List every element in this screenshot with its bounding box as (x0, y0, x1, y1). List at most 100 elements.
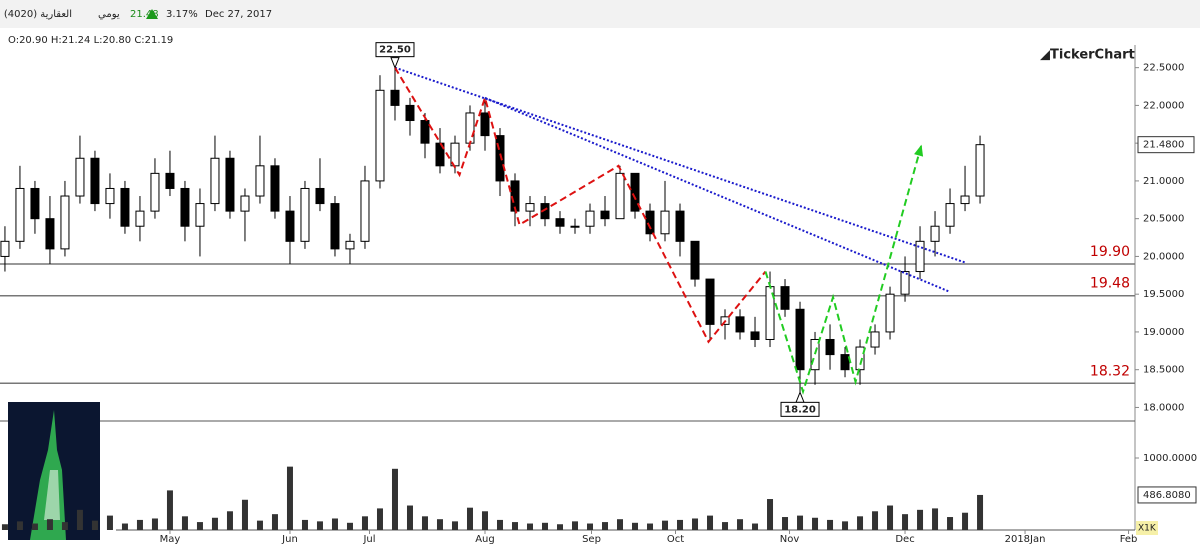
candle-body (165, 172, 175, 189)
volume-bar (241, 499, 248, 530)
candle (780, 279, 790, 317)
volume-bar (301, 519, 308, 530)
candle (405, 97, 415, 136)
volume-bar (812, 517, 819, 530)
candle-body (900, 271, 910, 295)
candle-body (915, 240, 925, 273)
volume-bar (707, 515, 714, 530)
candle (255, 135, 265, 204)
candle-body (135, 210, 145, 227)
unit-label: X1K (1138, 524, 1157, 534)
y-tick-label: 21.0000 (1143, 176, 1184, 187)
candle (75, 135, 85, 204)
volume-bar (181, 516, 188, 530)
candle-body (0, 240, 10, 257)
y-tick-label: 18.5000 (1143, 365, 1184, 376)
volume-bar (61, 522, 68, 530)
candle (570, 218, 580, 234)
x-tick-label: Sep (582, 534, 601, 545)
volume-bar (647, 523, 654, 530)
volume-bar (737, 519, 744, 530)
candle-body (150, 172, 160, 212)
volume-bar (256, 520, 263, 530)
candle-body (315, 187, 325, 205)
candle (60, 180, 70, 257)
candle (870, 324, 880, 355)
candle-body (825, 338, 835, 356)
trend-drawing (394, 67, 767, 344)
candle (90, 150, 100, 212)
volume-bar (136, 519, 143, 530)
candle (555, 211, 565, 234)
change: 3.17% (166, 9, 198, 20)
volume-bar (316, 521, 323, 530)
y-tick-label: 19.0000 (1143, 327, 1184, 338)
volume-bar (902, 514, 909, 530)
candle-body (255, 165, 265, 197)
y-tick-label: 20.5000 (1143, 214, 1184, 225)
volume-bar (166, 490, 173, 530)
y-tick-label: 22.5000 (1143, 63, 1184, 74)
unit-box (1136, 521, 1158, 535)
symbol-name: العقارية (4020) (4, 9, 72, 20)
x-tick-label: May (160, 534, 181, 545)
volume-bar (962, 512, 969, 530)
candle (675, 203, 685, 257)
ohlc-summary: O:20.90 H:21.24 L:20.80 C:21.19 (8, 35, 173, 46)
volume-bar (692, 518, 699, 530)
volume-bar (286, 466, 293, 530)
candle-body (690, 240, 700, 280)
volume-bar (572, 521, 579, 530)
volume-bar (16, 521, 23, 530)
candle-body (300, 187, 310, 242)
last-price-label: 21.4800 (1143, 140, 1184, 151)
volume-bar (451, 521, 458, 530)
candle-body (675, 210, 685, 242)
candle (480, 97, 490, 151)
volume-bar (587, 523, 594, 530)
volume-bar (767, 499, 774, 530)
volume-bar (947, 517, 954, 530)
candle-body (570, 225, 580, 228)
candle-body (525, 203, 535, 212)
candle-body (30, 187, 40, 220)
volume-bar (887, 505, 894, 530)
volume-bar (526, 523, 533, 530)
volume-bar (827, 519, 834, 530)
x-tick-label: Nov (780, 534, 800, 545)
candle (975, 135, 985, 204)
candle (120, 180, 130, 234)
volume-bar (406, 505, 413, 530)
candle-body (360, 180, 370, 242)
candle (600, 196, 610, 227)
candle-body (105, 187, 115, 205)
candle-body (45, 218, 55, 250)
candle (960, 165, 970, 212)
header-bar (0, 0, 1200, 28)
candle (525, 196, 535, 227)
candle-body (270, 165, 280, 212)
candle-body (195, 203, 205, 227)
volume-bar (541, 522, 548, 530)
candle (945, 188, 955, 234)
volume-bar (436, 519, 443, 530)
volume-bar (331, 518, 338, 530)
volume-bar (46, 519, 53, 530)
candle (360, 165, 370, 249)
candle (810, 331, 820, 385)
candle-body (945, 203, 955, 227)
volume-bar (857, 516, 864, 530)
volume-bar (421, 516, 428, 530)
candle (825, 324, 835, 370)
candle-body (585, 210, 595, 227)
x-tick-label: Jun (281, 534, 298, 545)
volume-bar (632, 522, 639, 530)
trend-drawing (764, 144, 923, 395)
candle (300, 180, 310, 249)
candle (315, 158, 325, 212)
extreme-box (780, 401, 820, 417)
candle-body (495, 135, 505, 182)
extreme-box (375, 42, 415, 58)
x-tick-label: 2018Jan (1005, 534, 1046, 545)
